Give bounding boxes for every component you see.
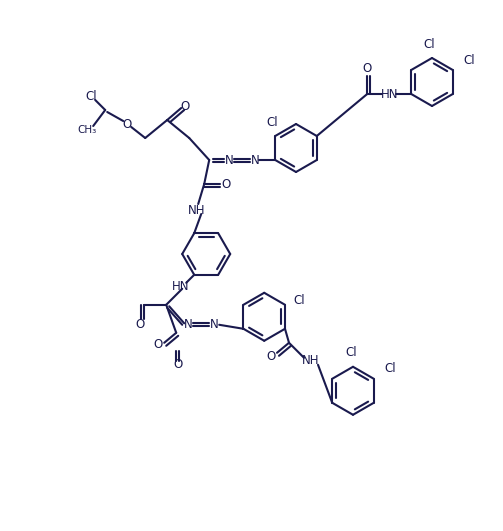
Text: N: N xyxy=(184,318,193,331)
Text: Cl: Cl xyxy=(423,38,435,50)
Text: O: O xyxy=(222,177,231,191)
Text: O: O xyxy=(123,117,132,131)
Text: Cl: Cl xyxy=(86,90,97,102)
Text: O: O xyxy=(153,338,163,352)
Text: N: N xyxy=(225,153,233,167)
Text: Cl: Cl xyxy=(384,362,395,375)
Text: Cl: Cl xyxy=(463,54,475,66)
Text: O: O xyxy=(363,62,372,74)
Text: Cl: Cl xyxy=(293,294,305,307)
Text: O: O xyxy=(174,358,183,371)
Text: Cl: Cl xyxy=(267,116,278,129)
Text: Cl: Cl xyxy=(345,346,357,359)
Text: O: O xyxy=(267,350,276,363)
Text: N: N xyxy=(210,318,219,331)
Text: HN: HN xyxy=(380,88,398,100)
Text: O: O xyxy=(136,318,145,331)
Text: N: N xyxy=(251,153,260,167)
Text: CH₃: CH₃ xyxy=(77,125,97,135)
Text: NH: NH xyxy=(302,354,320,367)
Text: HN: HN xyxy=(172,280,189,293)
Text: O: O xyxy=(181,99,190,113)
Text: NH: NH xyxy=(188,203,205,217)
